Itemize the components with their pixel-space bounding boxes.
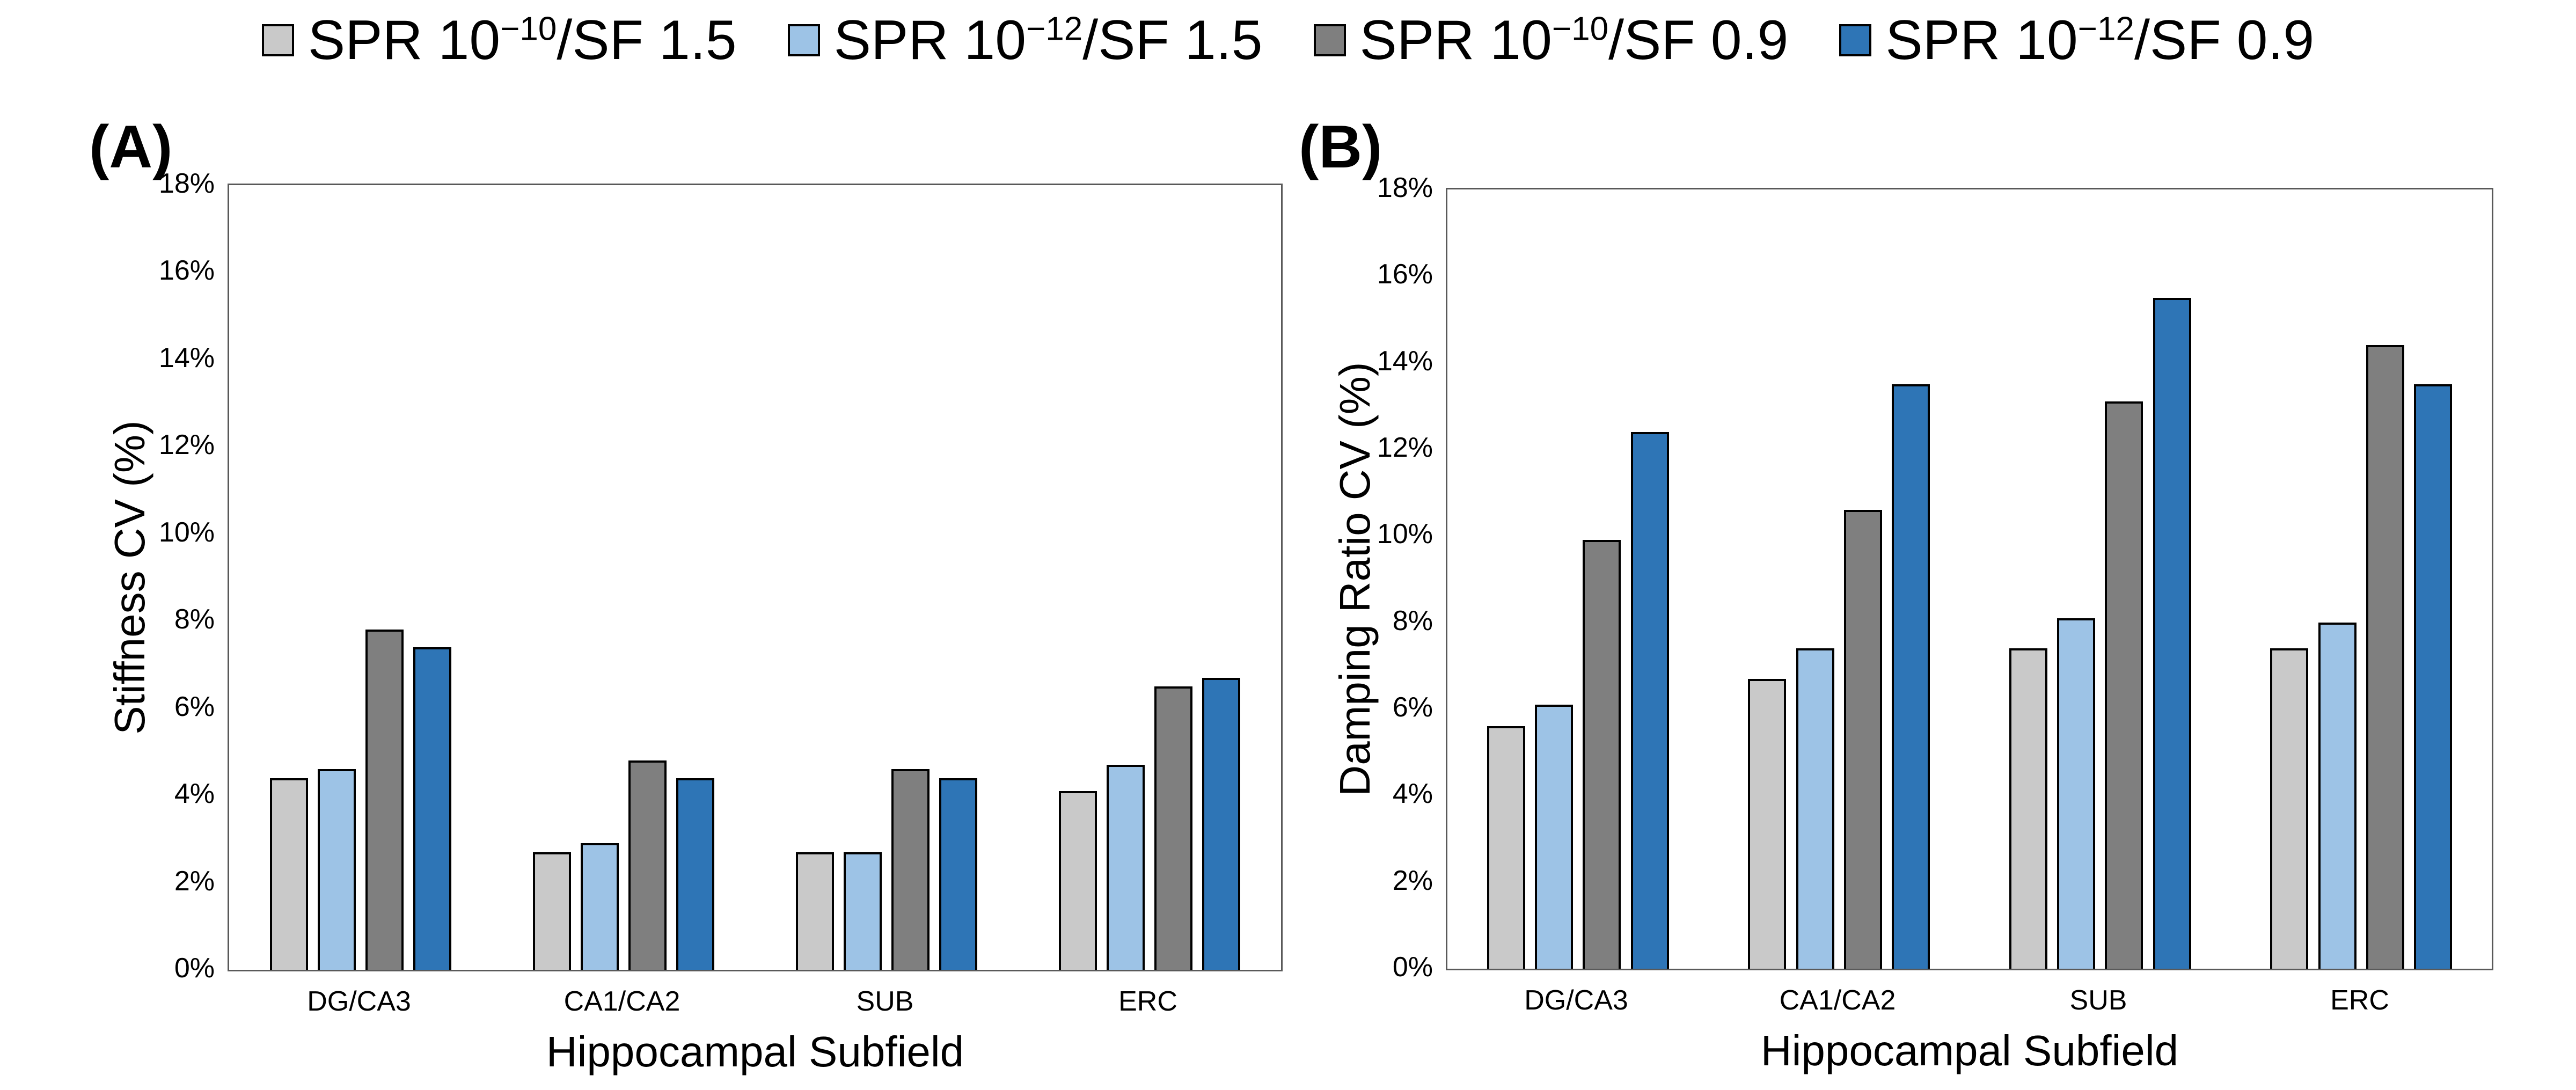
legend-item: SPR 10−10/SF 0.9 [1313,9,1789,71]
bar-ca1ca2-s3 [1892,384,1930,969]
bar-dgca3-s1 [1535,705,1573,969]
bar-ca1ca2-s0 [1748,679,1786,969]
x-tick-label: ERC [2330,985,2389,1016]
bar-erc-s3 [1202,678,1240,970]
bar-dgca3-s2 [365,630,404,970]
legend-swatch-spr12-sf09 [1839,24,1872,57]
legend-swatch-spr12-sf15 [787,24,820,57]
bar-dgca3-s3 [413,647,451,970]
y-tick-label: 16% [1377,259,1433,290]
bar-ca1ca2-s2 [1844,510,1882,969]
y-axis-title-b: Damping Ratio CV (%) [1331,362,1379,796]
y-tick-label: 8% [1392,605,1433,637]
bar-erc-s1 [2318,623,2357,969]
bar-erc-s1 [1107,765,1145,970]
x-tick-label: DG/CA3 [307,986,411,1017]
y-tick-label: 6% [174,691,215,722]
legend-swatch-spr10-sf15 [261,24,294,57]
y-tick-label: 8% [174,604,215,635]
bar-dgca3-s0 [1487,726,1525,969]
bar-ca1ca2-s3 [676,778,714,970]
x-tick-label: SUB [2069,985,2127,1016]
y-tick-label: 14% [1377,346,1433,377]
panel-label-b: (B) [1299,113,1382,180]
x-axis-title-b: Hippocampal Subfield [1760,1027,2179,1074]
y-tick-label: 18% [1377,172,1433,203]
x-tick-label: DG/CA3 [1524,985,1628,1016]
x-tick-label: CA1/CA2 [1779,985,1896,1016]
y-tick-label: 10% [1377,518,1433,550]
bar-ca1ca2-s1 [581,843,619,970]
bar-ca1ca2-s0 [533,852,571,970]
y-tick-label: 0% [1392,952,1433,983]
x-tick-label: ERC [1118,986,1177,1017]
plot-area-b [1446,188,2493,970]
bar-ca1ca2-s2 [628,760,667,970]
y-tick-label: 18% [158,168,215,199]
legend-item: SPR 10−10/SF 1.5 [261,9,737,71]
legend-swatch-spr10-sf09 [1313,24,1346,57]
legend-label: SPR 10−12/SF 0.9 [1885,9,2315,71]
plot-area-a [228,184,1283,971]
bar-sub-s3 [2153,298,2191,969]
bar-ca1ca2-s1 [1796,648,1834,969]
y-tick-label: 2% [174,866,215,897]
y-tick-label: 4% [174,778,215,809]
legend-item: SPR 10−12/SF 0.9 [1839,10,2314,71]
bar-dgca3-s0 [270,778,308,970]
bar-dgca3-s3 [1631,432,1669,969]
bar-sub-s0 [2009,648,2047,969]
x-tick-label: SUB [856,986,914,1017]
y-tick-label: 12% [158,429,215,460]
bar-erc-s3 [2414,384,2452,969]
y-tick-label: 14% [158,342,215,374]
bar-erc-s2 [2366,345,2404,969]
x-tick-label: CA1/CA2 [564,986,680,1017]
y-tick-label: 6% [1392,692,1433,723]
bar-erc-s0 [1059,791,1097,970]
y-tick-label: 0% [174,953,215,984]
x-axis-title-a: Hippocampal Subfield [546,1028,964,1076]
bar-sub-s2 [891,769,930,970]
y-tick-label: 12% [1377,432,1433,463]
bar-erc-s0 [2270,648,2308,969]
y-tick-label: 10% [158,517,215,548]
y-tick-label: 4% [1392,778,1433,809]
legend-item: SPR 10−12/SF 1.5 [787,9,1263,71]
legend-label: SPR 10−12/SF 1.5 [833,9,1263,71]
bar-dgca3-s1 [318,769,356,970]
legend-label: SPR 10−10/SF 0.9 [1359,9,1789,71]
bar-sub-s0 [796,852,834,970]
bar-sub-s1 [844,852,882,970]
y-tick-label: 16% [158,255,215,286]
y-axis-title-a: Stiffness CV (%) [106,420,153,735]
bar-sub-s2 [2105,401,2143,969]
y-tick-label: 2% [1392,865,1433,896]
bar-erc-s2 [1154,686,1192,970]
bar-sub-s3 [939,778,977,970]
panel-label-a: (A) [89,113,173,180]
bar-sub-s1 [2057,618,2095,969]
bar-dgca3-s2 [1583,540,1621,969]
chart-legend: SPR 10−10/SF 1.5 SPR 10−12/SF 1.5 SPR 10… [0,10,2576,71]
legend-label: SPR 10−10/SF 1.5 [308,9,737,71]
